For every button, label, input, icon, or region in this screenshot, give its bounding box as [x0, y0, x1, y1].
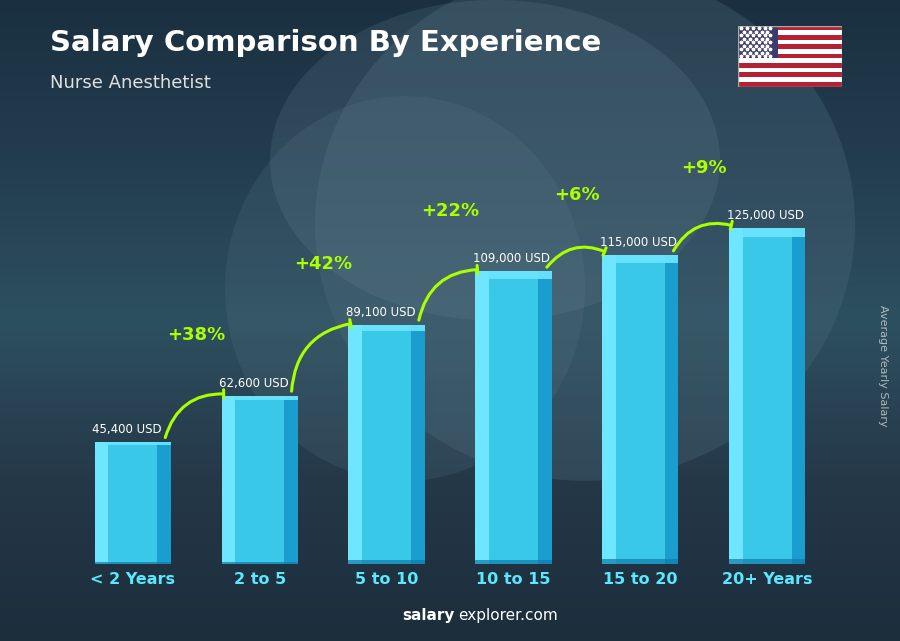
Bar	[729, 559, 806, 564]
Bar	[348, 560, 425, 564]
Bar	[738, 77, 842, 82]
Text: 62,600 USD: 62,600 USD	[219, 377, 289, 390]
Bar	[538, 271, 552, 564]
Bar	[221, 396, 298, 564]
Bar	[348, 325, 425, 564]
Bar	[738, 63, 842, 68]
Text: Salary Comparison By Experience: Salary Comparison By Experience	[50, 29, 601, 57]
Bar	[94, 442, 171, 445]
Text: 45,400 USD: 45,400 USD	[92, 423, 162, 437]
Bar	[284, 396, 298, 564]
Bar	[738, 68, 842, 72]
Text: 125,000 USD: 125,000 USD	[726, 210, 804, 222]
Bar	[94, 442, 171, 564]
Bar	[221, 396, 235, 564]
Bar	[94, 562, 171, 564]
Text: salary: salary	[402, 608, 454, 623]
Bar	[729, 228, 742, 564]
Text: 115,000 USD: 115,000 USD	[599, 237, 677, 249]
Bar	[602, 560, 679, 564]
Bar	[348, 325, 362, 564]
Bar	[475, 271, 489, 564]
Bar	[94, 442, 108, 564]
Bar	[738, 26, 842, 30]
Text: +22%: +22%	[421, 202, 479, 220]
Bar	[738, 58, 842, 63]
Bar	[602, 255, 616, 564]
Bar	[792, 228, 806, 564]
Text: 89,100 USD: 89,100 USD	[346, 306, 416, 319]
Bar	[738, 49, 842, 54]
Bar	[221, 562, 298, 564]
Bar	[221, 396, 298, 400]
Text: explorer.com: explorer.com	[458, 608, 558, 623]
Text: +38%: +38%	[167, 326, 225, 344]
Bar	[475, 560, 552, 564]
Bar	[738, 40, 842, 44]
Bar	[738, 26, 778, 58]
Bar	[738, 44, 842, 49]
Bar	[602, 255, 679, 263]
Ellipse shape	[225, 96, 585, 481]
Text: Average Yearly Salary: Average Yearly Salary	[878, 304, 887, 426]
Ellipse shape	[270, 0, 720, 320]
Text: Nurse Anesthetist: Nurse Anesthetist	[50, 74, 211, 92]
Text: 109,000 USD: 109,000 USD	[472, 253, 550, 265]
Text: +42%: +42%	[294, 255, 352, 273]
Bar	[348, 325, 425, 331]
Bar	[738, 82, 842, 87]
Bar	[665, 255, 679, 564]
Bar	[602, 255, 679, 564]
Bar	[729, 228, 806, 237]
Ellipse shape	[315, 0, 855, 481]
Bar	[411, 325, 425, 564]
Bar	[738, 30, 842, 35]
Bar	[475, 271, 552, 279]
Text: +9%: +9%	[681, 159, 726, 177]
Bar	[729, 228, 806, 564]
Text: +6%: +6%	[554, 186, 599, 204]
Bar	[475, 271, 552, 564]
Bar	[738, 35, 842, 40]
Bar	[738, 54, 842, 58]
Bar	[158, 442, 171, 564]
Bar	[738, 72, 842, 77]
